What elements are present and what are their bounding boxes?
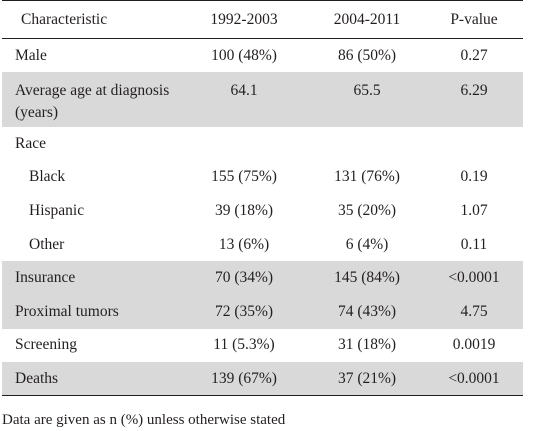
cell-period-2: 145 (84%) xyxy=(334,269,400,287)
cell-period-1: 11 (5.3%) xyxy=(213,336,275,354)
cell-period-1: 72 (35%) xyxy=(214,302,274,320)
cell-p-value: 1.07 xyxy=(460,202,488,220)
cell-p-value: 0.27 xyxy=(460,46,488,64)
cell-p-value: <0.0001 xyxy=(448,269,500,287)
header-period-1: 1992-2003 xyxy=(210,10,278,28)
data-table-container: Characteristic 1992-2003 2004-2011 P-val… xyxy=(2,0,523,396)
cell-p-value: 6.29 xyxy=(460,82,488,100)
row-label: Insurance xyxy=(15,269,76,287)
cell-period-1: 70 (34%) xyxy=(214,269,274,287)
cell-period-2: 74 (43%) xyxy=(337,302,397,320)
cell-period-2: 37 (21%) xyxy=(337,369,397,387)
header-characteristic: Characteristic xyxy=(21,10,108,28)
table-header-row: Characteristic 1992-2003 2004-2011 P-val… xyxy=(2,0,523,39)
row-label: Black xyxy=(29,168,66,186)
cell-period-2 xyxy=(309,127,425,161)
row-label: Screening xyxy=(15,336,77,354)
header-p-value: P-value xyxy=(450,10,498,28)
header-period-2: 2004-2011 xyxy=(333,10,401,28)
row-label: Deaths xyxy=(15,369,59,387)
table-row: Male 100 (48%) 86 (50%) 0.27 xyxy=(2,39,523,73)
cell-period-1: 100 (48%) xyxy=(211,46,277,64)
cell-p-value: 0.0019 xyxy=(452,336,496,354)
table-row: Hispanic 39 (18%) 35 (20%) 1.07 xyxy=(2,194,523,228)
row-label: Other xyxy=(29,235,65,253)
row-label: Average age at diagnosis (years) xyxy=(15,82,170,122)
cell-period-2: 6 (4%) xyxy=(345,235,389,253)
table-row: Other 13 (6%) 6 (4%) 0.11 xyxy=(2,228,523,262)
table-row: Black 155 (75%) 131 (76%) 0.19 xyxy=(2,161,523,195)
table-row: Race xyxy=(2,127,523,161)
cell-p-value: <0.0001 xyxy=(448,369,500,387)
cell-period-2: 35 (20%) xyxy=(337,202,397,220)
table-footnote: Data are given as n (%) unless otherwise… xyxy=(2,412,286,428)
cell-p-value xyxy=(425,127,523,161)
row-label: Proximal tumors xyxy=(15,302,119,320)
cell-p-value: 0.11 xyxy=(460,235,488,253)
cell-period-1: 64.1 xyxy=(230,82,258,100)
table-row: Screening 11 (5.3%) 31 (18%) 0.0019 xyxy=(2,329,523,363)
cell-period-1: 155 (75%) xyxy=(211,168,277,186)
cell-period-2: 86 (50%) xyxy=(337,46,397,64)
cell-period-1: 139 (67%) xyxy=(211,369,277,387)
table-row: Deaths 139 (67%) 37 (21%) <0.0001 xyxy=(2,362,523,396)
cell-period-1: 39 (18%) xyxy=(214,202,274,220)
cell-p-value: 4.75 xyxy=(460,302,488,320)
table-row: Proximal tumors 72 (35%) 74 (43%) 4.75 xyxy=(2,295,523,329)
cell-period-1 xyxy=(179,127,309,161)
row-label: Male xyxy=(15,46,47,64)
cell-period-2: 131 (76%) xyxy=(334,168,400,186)
cell-period-2: 65.5 xyxy=(353,82,381,100)
row-label: Race xyxy=(15,134,46,152)
cell-p-value: 0.19 xyxy=(460,168,488,186)
table-row: Insurance 70 (34%) 145 (84%) <0.0001 xyxy=(2,261,523,296)
cell-period-1: 13 (6%) xyxy=(218,235,270,253)
characteristics-table: Characteristic 1992-2003 2004-2011 P-val… xyxy=(2,0,523,396)
cell-period-2: 31 (18%) xyxy=(337,336,397,354)
table-row: Average age at diagnosis (years) 64.1 65… xyxy=(2,72,523,128)
row-label: Hispanic xyxy=(29,202,85,220)
